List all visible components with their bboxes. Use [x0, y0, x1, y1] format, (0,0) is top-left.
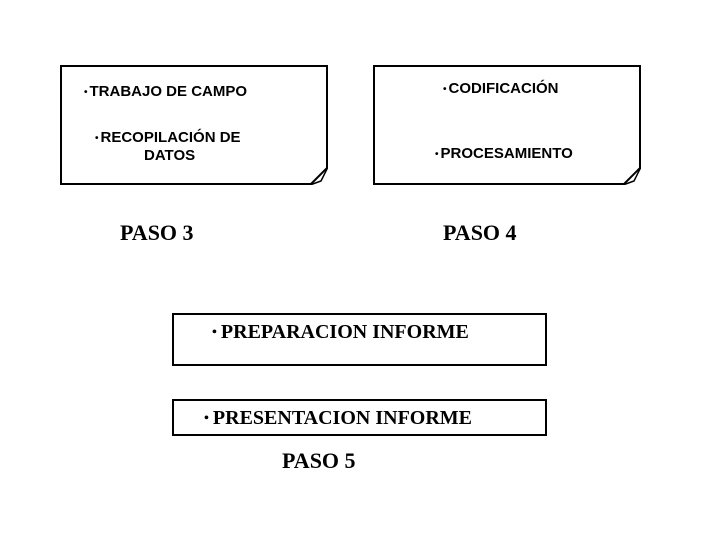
bullet-recopilacion: •RECOPILACIÓN DE	[95, 129, 241, 146]
bullet-dot: •	[84, 87, 88, 98]
bullet-presentacion: • PRESENTACION INFORME	[204, 407, 472, 430]
label-paso4: PASO 4	[443, 220, 517, 246]
bullet-preparacion: • PREPARACION INFORME	[212, 321, 469, 344]
label-paso3: PASO 3	[120, 220, 194, 246]
bullet-dot: •	[212, 325, 217, 340]
text: TRABAJO DE CAMPO	[90, 83, 248, 100]
text: CODIFICACIÓN	[449, 80, 559, 97]
bullet-dot: •	[443, 84, 447, 95]
text: PREPARACION INFORME	[221, 321, 469, 343]
bullet-procesamiento: •PROCESAMIENTO	[435, 145, 573, 162]
bullet-dot: •	[204, 411, 209, 426]
bullet-dot: •	[435, 149, 439, 160]
box-preparacion: • PREPARACION INFORME	[172, 313, 547, 366]
text-l2: DATOS	[144, 147, 195, 164]
text: PRESENTACION INFORME	[213, 407, 472, 429]
bullet-trabajo-de-campo: •TRABAJO DE CAMPO	[84, 83, 247, 100]
fold-corner-icon	[621, 165, 641, 185]
bullet-recopilacion-l2: DATOS	[144, 147, 195, 164]
box-paso4: •CODIFICACIÓN •PROCESAMIENTO	[373, 65, 641, 185]
text: PROCESAMIENTO	[441, 145, 573, 162]
box-presentacion: • PRESENTACION INFORME	[172, 399, 547, 436]
fold-corner-icon	[308, 165, 328, 185]
bullet-codificacion: •CODIFICACIÓN	[443, 80, 559, 97]
text-l1: RECOPILACIÓN DE	[101, 129, 241, 146]
bullet-dot: •	[95, 133, 99, 144]
box-paso3: •TRABAJO DE CAMPO •RECOPILACIÓN DE DATOS	[60, 65, 328, 185]
label-paso5: PASO 5	[282, 448, 356, 474]
